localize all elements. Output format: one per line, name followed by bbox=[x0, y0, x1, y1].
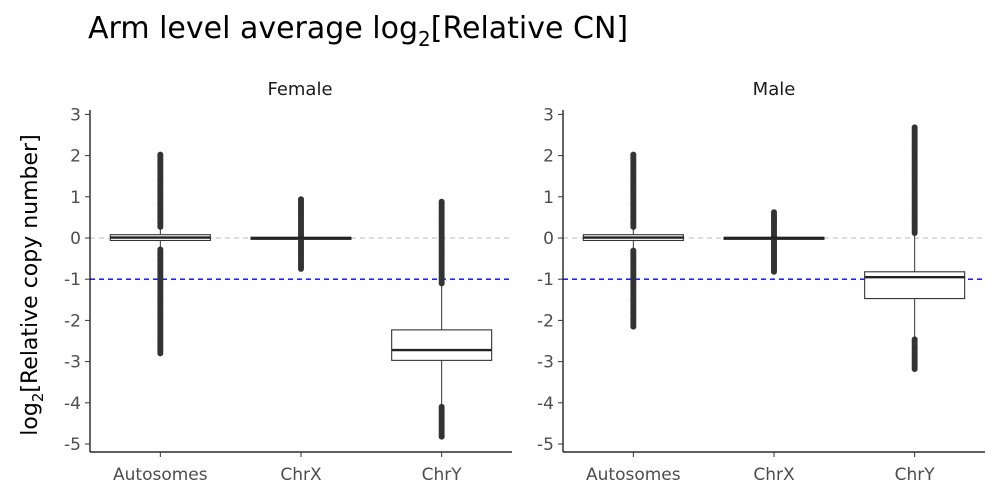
box-autosomes bbox=[109, 151, 211, 357]
outlier-point bbox=[911, 336, 918, 343]
chart-title-suffix: [Relative CN] bbox=[431, 11, 628, 46]
y-tick-label: -2 bbox=[64, 311, 81, 331]
y-tick-label: -1 bbox=[537, 270, 554, 290]
box-autosomes bbox=[582, 151, 684, 330]
y-tick-label: -3 bbox=[537, 353, 554, 373]
outlier-point bbox=[911, 124, 918, 131]
x-tick-label: ChrX bbox=[280, 465, 322, 485]
y-tick-label: -1 bbox=[64, 270, 81, 290]
y-tick-label: 2 bbox=[543, 147, 554, 167]
x-tick-label: ChrY bbox=[895, 465, 936, 485]
facet-panel-female: Female 3 2 1 0 -1 -2 -3 -4 -5 Autosomes ChrX ChrY bbox=[64, 79, 512, 485]
box-chrx bbox=[723, 209, 825, 275]
outlier-point bbox=[157, 246, 164, 253]
y-axis-label: log2[Relative copy number] bbox=[18, 134, 47, 435]
y-tick-label: -4 bbox=[537, 394, 554, 414]
facet-panel-male: Male 3 2 1 0 -1 -2 -3 -4 -5 Autosomes ChrX ChrY bbox=[537, 79, 985, 485]
chart-title: Arm level average log2[Relative CN] bbox=[88, 11, 628, 51]
y-tick-label: 0 bbox=[70, 229, 81, 249]
y-tick-label: -5 bbox=[537, 435, 554, 455]
y-tick-label: 3 bbox=[543, 105, 554, 125]
y-tick-label: -4 bbox=[64, 394, 81, 414]
y-tick-label: 1 bbox=[543, 188, 554, 208]
y-axis-label-suffix: [Relative copy number] bbox=[18, 134, 43, 392]
y-tick-label: -3 bbox=[64, 353, 81, 373]
box-body bbox=[391, 329, 493, 361]
facet-label: Male bbox=[753, 79, 796, 100]
y-tick-label: 2 bbox=[70, 147, 81, 167]
y-axis-label-subscript: 2 bbox=[29, 393, 47, 403]
x-tick-label: ChrX bbox=[753, 465, 795, 485]
y-tick-label: 1 bbox=[70, 188, 81, 208]
chart-title-main: Arm level average log bbox=[88, 11, 418, 46]
y-axis-label-main: log bbox=[18, 402, 43, 436]
x-tick-label: ChrY bbox=[422, 465, 463, 485]
outlier-point bbox=[157, 151, 164, 158]
x-tick-label: Autosomes bbox=[113, 465, 208, 485]
outlier-point bbox=[438, 403, 445, 410]
y-tick-label: 3 bbox=[70, 105, 81, 125]
y-tick-label: -2 bbox=[537, 311, 554, 331]
x-tick-label: Autosomes bbox=[586, 465, 681, 485]
outlier-point bbox=[438, 198, 445, 205]
chart-title-subscript: 2 bbox=[418, 27, 431, 51]
y-tick-label: -5 bbox=[64, 435, 81, 455]
outlier-point bbox=[630, 247, 637, 254]
box-chry bbox=[864, 124, 966, 373]
outlier-point bbox=[630, 151, 637, 158]
box-chrx bbox=[250, 196, 352, 272]
facet-label: Female bbox=[267, 79, 332, 100]
outlier-point bbox=[298, 196, 304, 203]
box-chry bbox=[391, 198, 493, 440]
box-body bbox=[864, 271, 966, 300]
y-tick-label: 0 bbox=[543, 229, 554, 249]
outlier-point bbox=[771, 209, 777, 216]
